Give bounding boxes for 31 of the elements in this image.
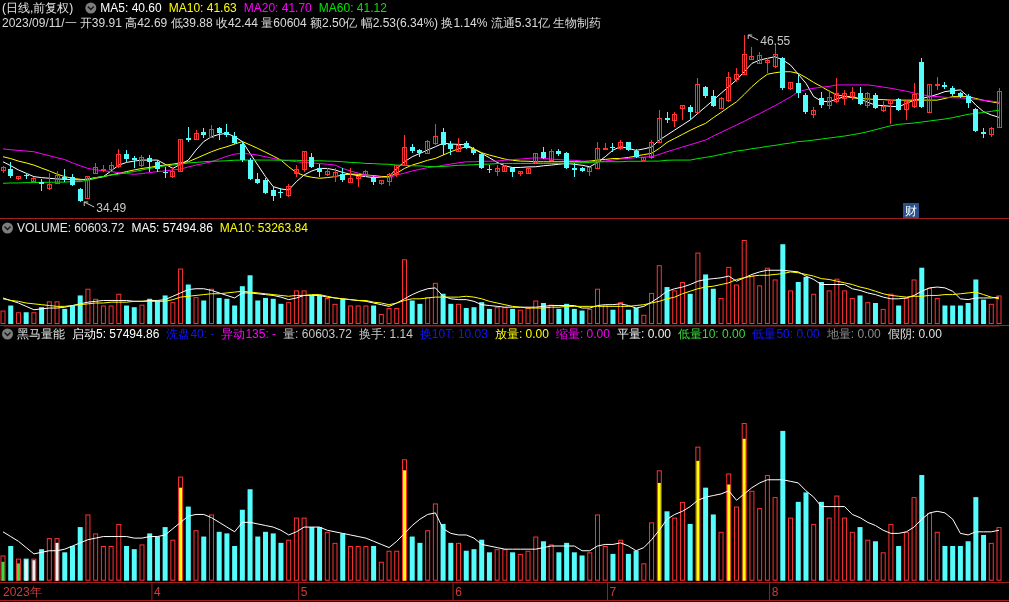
x-tick-label: 4	[154, 585, 162, 599]
legend-label: 低量50: 0.00	[752, 327, 821, 341]
x-tick-label: 7	[609, 585, 617, 599]
chart-title: 黑马量能	[17, 327, 65, 341]
text: MA60: 41.12	[318, 1, 388, 15]
text: MA20: 41.70	[243, 1, 313, 15]
text: MA5: 57494.86	[131, 221, 214, 235]
legend-label: 量: 60603.72	[283, 327, 353, 341]
legend-label: 缩量: 0.00	[555, 327, 611, 341]
annotation: 34.49	[96, 201, 127, 215]
legend-label: 换手: 1.14	[358, 327, 414, 341]
x-axis-title: 2023年	[3, 585, 42, 599]
text: MA10: 53263.84	[219, 221, 309, 235]
text: 放量: 0.00	[494, 327, 550, 341]
chart-subtitle: 2023/09/11/一 开39.91 高42.69 低39.88 收42.44 量60604 额2.50亿 幅2.53(6.34%) 换1.14% 流通5.31亿 生物制药	[2, 16, 602, 30]
chart-title: (日线,前复权)	[2, 1, 74, 15]
x-tick-label: 8	[771, 585, 779, 599]
legend-label: 地量: 0.00	[825, 327, 882, 341]
text: MA5: 40.60	[100, 1, 163, 15]
text: 平量: 0.00	[616, 327, 672, 341]
text: 低量10: 0.00	[678, 327, 746, 341]
text: 启动5: 57494.86	[72, 327, 160, 341]
legend-label: 换10T: 10.03	[419, 327, 489, 341]
annotation: 46.55	[760, 34, 791, 48]
legend-label: 洗盘40: -	[166, 327, 215, 341]
legend-label: 异动135: -	[221, 327, 277, 341]
chart-title: VOLUME: 60603.72	[17, 221, 125, 235]
legend-label: 假阴: 0.00	[887, 327, 943, 341]
x-tick-label: 5	[300, 585, 308, 599]
x-tick-label: 6	[455, 585, 463, 599]
text: MA10: 41.63	[168, 1, 238, 15]
